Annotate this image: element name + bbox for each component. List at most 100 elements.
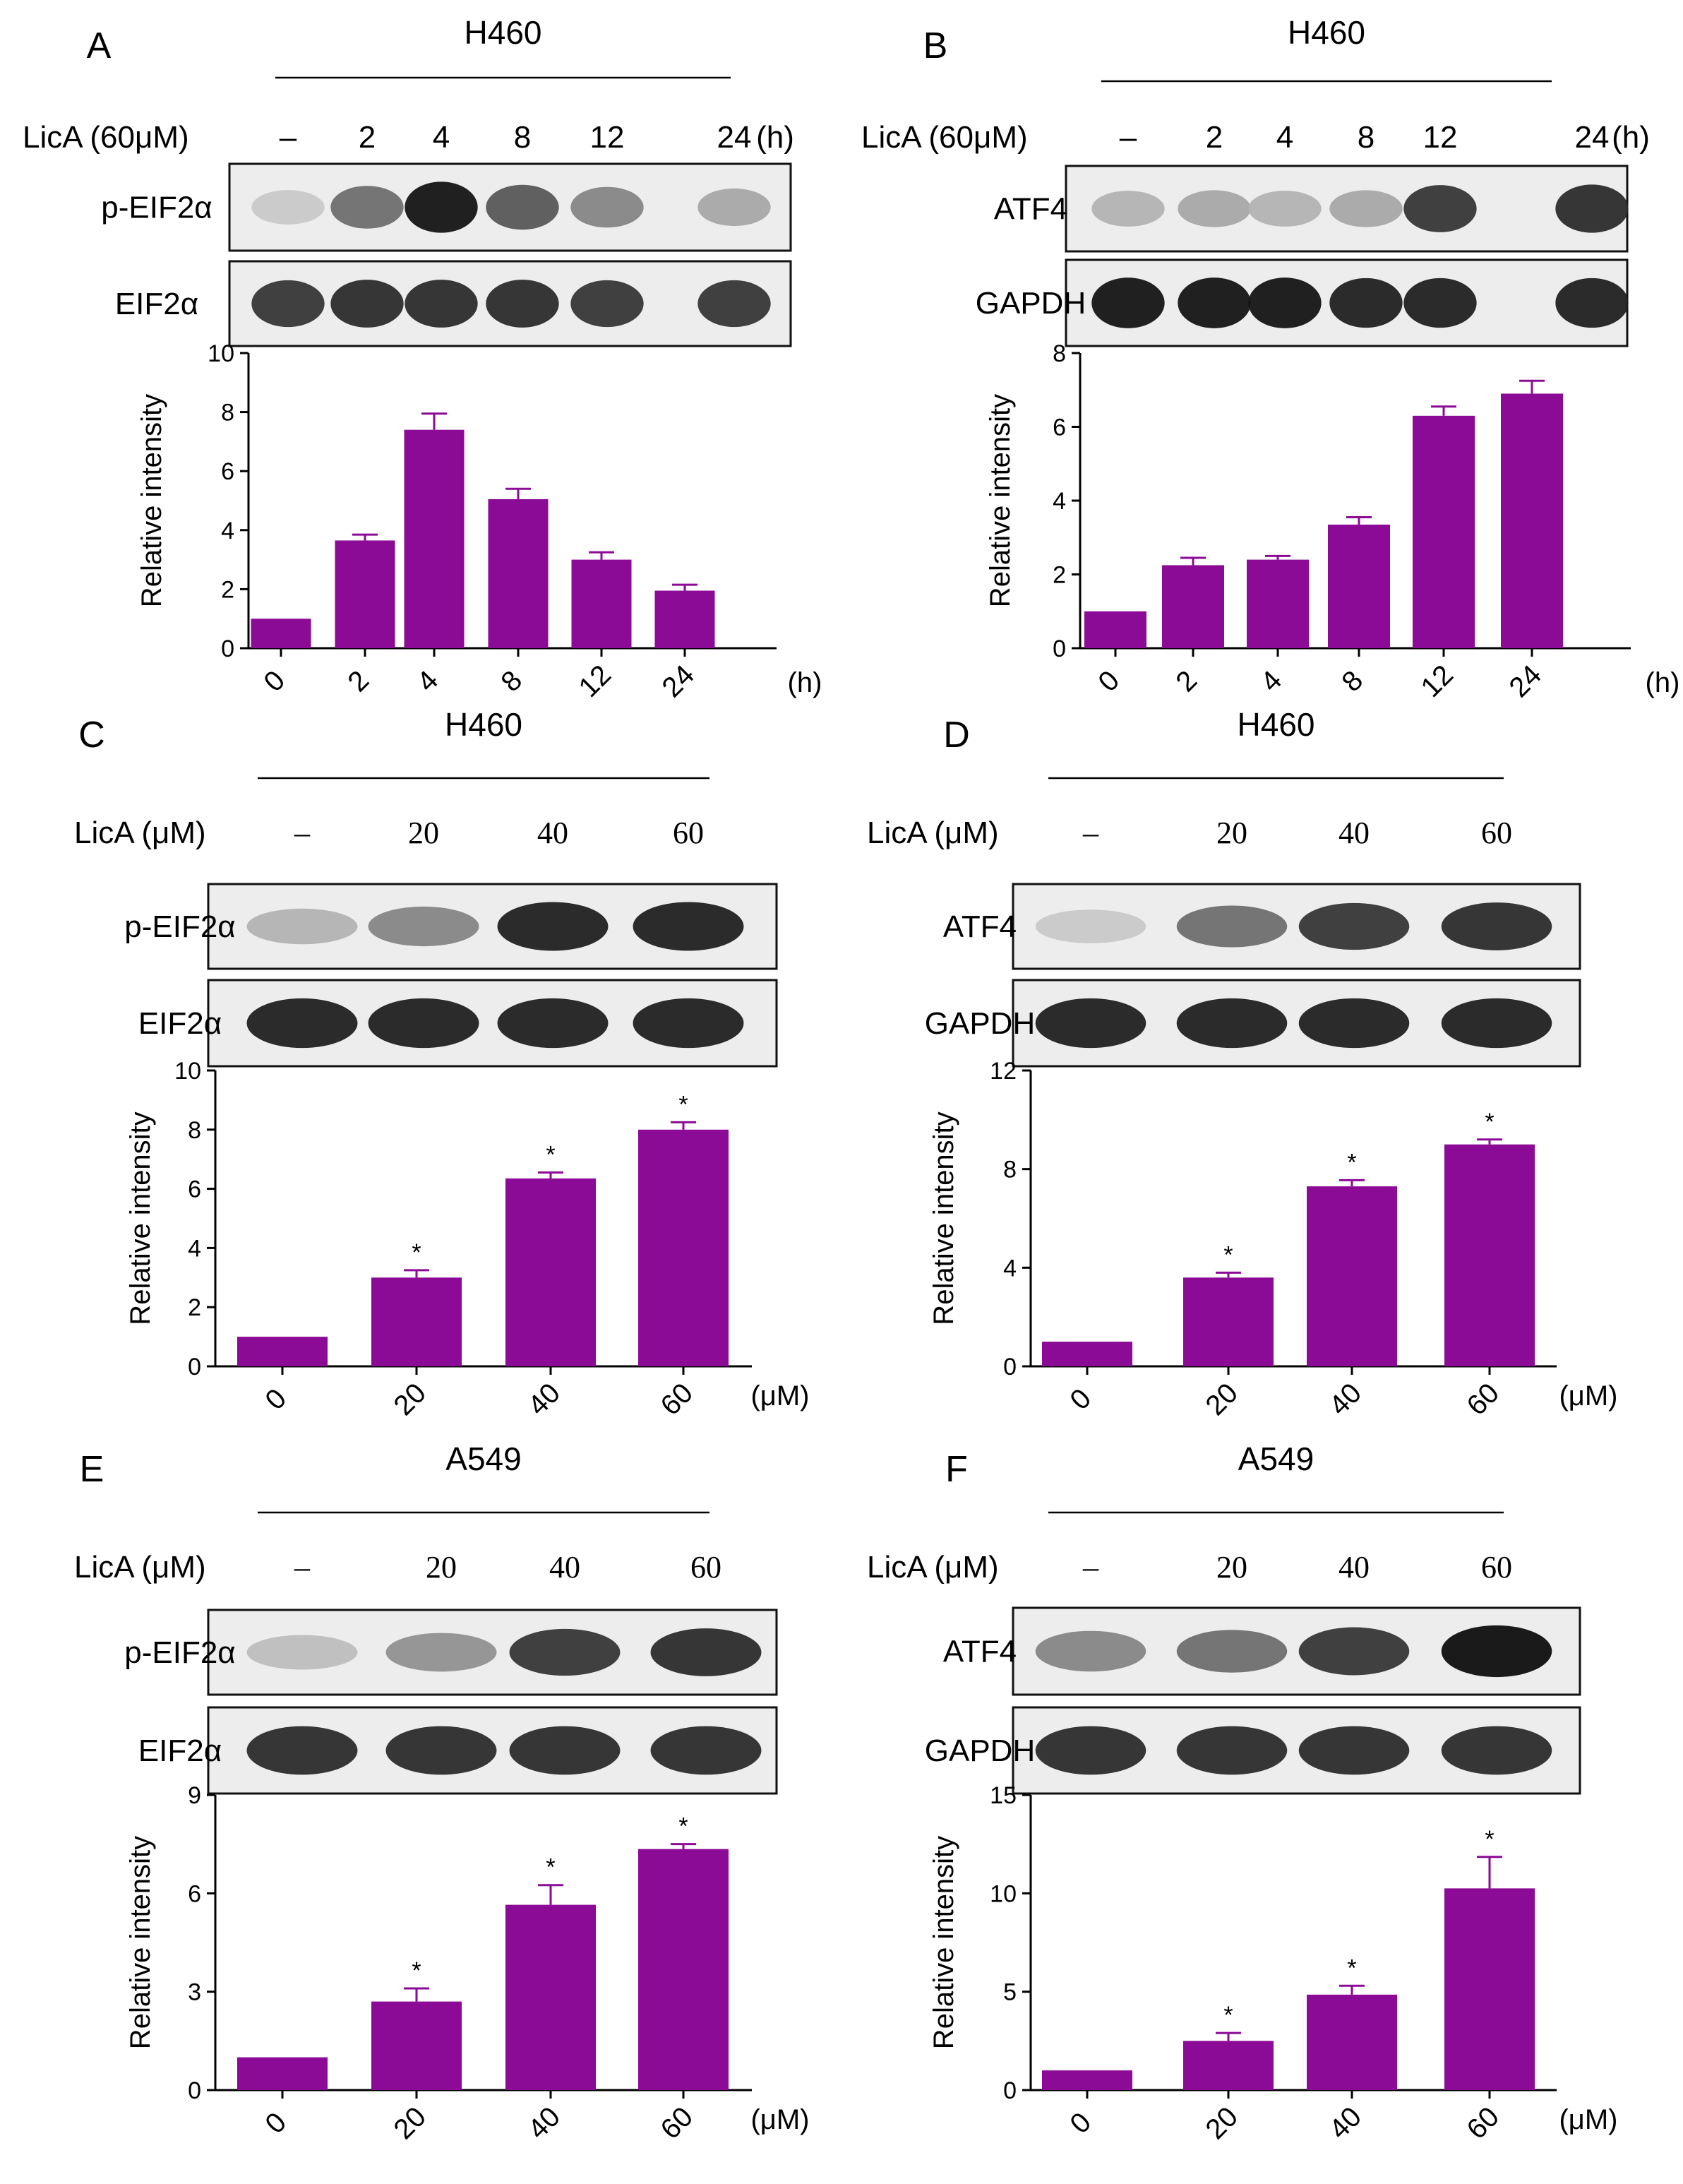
lane-label: 40 xyxy=(537,816,568,850)
y-tick-label: 8 xyxy=(221,400,234,426)
blot-band xyxy=(1248,191,1322,227)
y-tick-label: 8 xyxy=(1053,340,1066,367)
blot-band xyxy=(330,186,404,229)
blot-label: ATF4 xyxy=(943,1635,1017,1669)
lane-label: 20 xyxy=(1216,1550,1247,1585)
bar xyxy=(1084,611,1146,648)
blot-band xyxy=(1035,1726,1146,1775)
blot-band xyxy=(385,1633,497,1672)
x-axis-unit-label: (h) xyxy=(1646,667,1680,698)
x-tick-label: 60 xyxy=(1461,1378,1506,1422)
blot-band xyxy=(509,1726,621,1775)
x-axis-unit-label: (μM) xyxy=(750,1380,809,1412)
blot-label: p-EIF2α xyxy=(124,1635,235,1670)
x-tick-label: 8 xyxy=(1336,664,1369,698)
blot-band xyxy=(1178,278,1251,328)
bar xyxy=(371,1277,462,1366)
western-blot-loading-control xyxy=(1012,979,1581,1068)
western-blot-target xyxy=(207,1609,778,1696)
x-tick-label: 40 xyxy=(522,2101,567,2146)
y-axis-label: Relative intensity xyxy=(125,1836,156,2049)
bar xyxy=(1444,1144,1535,1366)
blot-band xyxy=(650,1628,762,1676)
y-axis-label: Relative intensity xyxy=(136,394,167,607)
x-tick-label: 60 xyxy=(655,2101,700,2146)
blot-band xyxy=(1403,185,1477,232)
blot-band xyxy=(246,908,358,945)
bar xyxy=(571,559,632,648)
lane-label: 12 xyxy=(590,120,625,155)
y-tick-label: 10 xyxy=(174,1058,201,1085)
treatment-label: LicA (μM) xyxy=(867,816,999,850)
y-tick-label: 0 xyxy=(188,2077,201,2104)
bar xyxy=(1413,415,1475,648)
bar-chart: 0 3 6 9 Relative intensity 0 * 20 * 40 * 60 (μM) xyxy=(125,1782,810,2145)
blot-band xyxy=(246,1635,358,1670)
blot-band xyxy=(1329,190,1403,227)
blot-band xyxy=(497,902,609,951)
treatment-label: LicA (60μM) xyxy=(861,120,1028,155)
bar xyxy=(251,619,311,648)
x-tick-label: 60 xyxy=(655,1378,700,1422)
lane-label: 40 xyxy=(549,1550,580,1585)
panel-label: B xyxy=(923,25,948,66)
lane-label: 2 xyxy=(1206,120,1223,155)
blot-band xyxy=(1441,902,1552,950)
blot-label: EIF2α xyxy=(138,1734,222,1768)
x-tick-label: 20 xyxy=(1200,1378,1245,1422)
y-tick-label: 8 xyxy=(1003,1157,1017,1183)
bar xyxy=(1183,2041,1274,2090)
panel-label: F xyxy=(945,1449,968,1490)
lane-label: 8 xyxy=(514,120,531,155)
x-tick-label: 0 xyxy=(258,664,291,698)
blot-band xyxy=(497,998,609,1049)
x-tick-label: 2 xyxy=(1170,664,1203,698)
y-tick-label: 0 xyxy=(221,635,234,662)
bar xyxy=(1307,1994,1397,2090)
y-tick-label: 4 xyxy=(1003,1255,1017,1282)
x-axis-unit-label: (μM) xyxy=(750,2104,809,2135)
x-tick-label: 0 xyxy=(1064,2106,1097,2140)
blot-band xyxy=(1555,184,1629,233)
blot-band xyxy=(1091,278,1165,328)
blot-band xyxy=(246,998,358,1049)
cell-line-label: A549 xyxy=(1238,1440,1314,1477)
y-tick-label: 0 xyxy=(1003,2077,1017,2104)
treatment-label: LicA (μM) xyxy=(74,1550,206,1585)
significance-marker: * xyxy=(678,1813,688,1840)
panel-C: C H460 LicA (μM) – 20 40 60 p-EIF2α EIF2α 0 2 4 6 8 10… xyxy=(74,706,810,1421)
y-axis-label: Relative intensity xyxy=(125,1111,156,1325)
y-axis-label: Relative intensity xyxy=(928,1111,959,1325)
y-tick-label: 10 xyxy=(990,1880,1017,1907)
lane-label: 20 xyxy=(1216,816,1247,850)
x-tick-label: 40 xyxy=(522,1378,567,1422)
blot-band xyxy=(1298,998,1410,1049)
blot-band xyxy=(1298,1627,1410,1676)
x-tick-label: 60 xyxy=(1461,2101,1506,2146)
blot-band xyxy=(633,902,744,951)
significance-marker: * xyxy=(1347,1955,1356,1981)
blot-band xyxy=(385,1726,497,1775)
western-blot-loading-control xyxy=(1012,1706,1581,1795)
x-tick-label: 12 xyxy=(573,660,618,704)
x-tick-label: 8 xyxy=(495,664,528,698)
lane-label: 20 xyxy=(426,1550,457,1585)
panel-D: D H460 LicA (μM) – 20 40 60 ATF4 GAPDH 0 4 8 12 Relat… xyxy=(867,706,1618,1421)
cell-line-label: H460 xyxy=(445,706,522,743)
lane-label: 4 xyxy=(433,120,450,155)
lane-label: 24 xyxy=(717,120,752,155)
blot-label: GAPDH xyxy=(976,286,1086,321)
significance-marker: * xyxy=(1223,1241,1233,1268)
bar xyxy=(1247,559,1309,648)
blot-band xyxy=(486,184,559,230)
lane-label: 60 xyxy=(1481,816,1512,850)
western-blot-loading-control xyxy=(228,260,792,347)
western-blot-target xyxy=(1012,1606,1581,1696)
y-tick-label: 6 xyxy=(1053,414,1066,441)
blot-band xyxy=(1403,278,1477,328)
treatment-label: LicA (μM) xyxy=(74,816,206,850)
y-tick-label: 6 xyxy=(188,1880,201,1907)
y-tick-label: 2 xyxy=(221,576,234,603)
blot-band xyxy=(1298,902,1410,950)
